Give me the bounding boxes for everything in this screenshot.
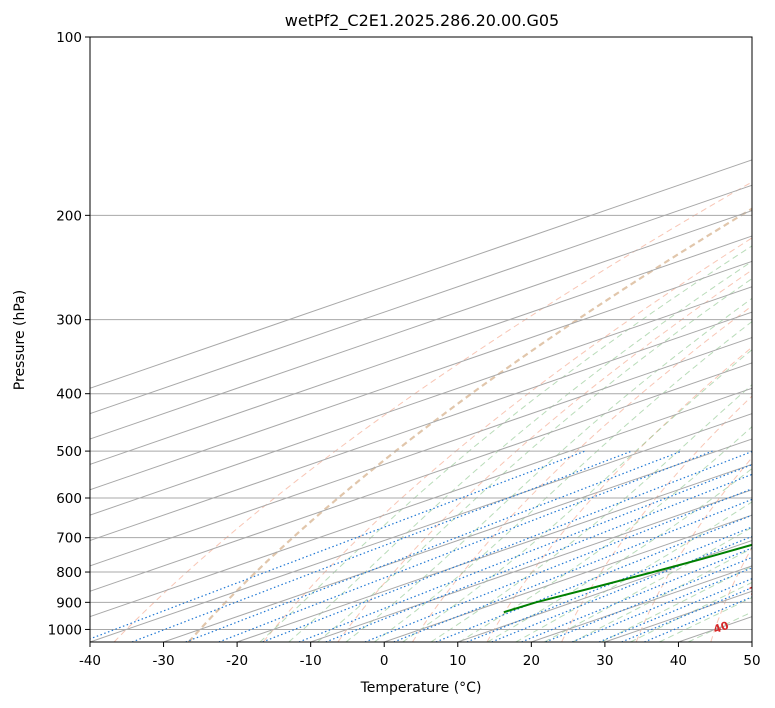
x-tick-label: 0 bbox=[380, 653, 389, 669]
mixing-ratio-line bbox=[393, 498, 752, 642]
isotherm-line bbox=[457, 539, 752, 642]
isotherm-line bbox=[531, 565, 752, 642]
isotherm-line bbox=[90, 413, 752, 642]
moist-adiabat-line bbox=[288, 260, 752, 642]
mixing-ratio-lines bbox=[90, 450, 752, 642]
x-tick-label: 30 bbox=[596, 653, 613, 669]
dry-adiabat-line bbox=[262, 237, 752, 642]
isotherm-line bbox=[751, 641, 752, 642]
isotherm-line bbox=[604, 590, 752, 642]
dry-adiabat-line bbox=[486, 346, 752, 642]
moist-adiabat-line bbox=[601, 565, 752, 642]
isotherm-line bbox=[90, 235, 752, 465]
moist-adiabat-line bbox=[317, 278, 752, 642]
sounding-profiles bbox=[503, 37, 775, 614]
moist-adiabat-line bbox=[658, 597, 752, 642]
mixing-ratio-line bbox=[521, 547, 752, 642]
moist-adiabat-line bbox=[402, 349, 752, 642]
isotherm-line bbox=[90, 387, 752, 618]
mixing-ratio-line bbox=[644, 596, 752, 642]
moist-adiabat-line bbox=[687, 611, 752, 642]
moist-adiabats bbox=[259, 245, 752, 642]
moist-adiabat-line bbox=[630, 581, 752, 642]
mixing-ratio-line bbox=[298, 463, 752, 642]
isotherm-line bbox=[90, 184, 752, 415]
isotherm-line bbox=[384, 514, 752, 642]
y-tick-label: 700 bbox=[56, 531, 82, 547]
x-tick-label: -40 bbox=[79, 653, 101, 669]
dry-adiabat-line bbox=[635, 456, 752, 642]
isotherm-line bbox=[90, 311, 752, 542]
isotherm-label: 30 bbox=[748, 581, 767, 598]
mixing-ratio-line bbox=[185, 450, 682, 642]
x-tick-label: -30 bbox=[153, 653, 175, 669]
dry-adiabat-line bbox=[337, 269, 752, 642]
x-tick-label: -20 bbox=[226, 653, 248, 669]
mixing-ratio-line bbox=[466, 526, 752, 642]
y-axis-ticks: 100 200 300 400 500 600 700 800 900 1000 bbox=[48, 30, 90, 638]
isotherm-line bbox=[90, 210, 752, 440]
dry-adiabat-line bbox=[561, 395, 752, 642]
mixing-ratio-line bbox=[491, 535, 752, 642]
dry-adiabat-line bbox=[411, 305, 752, 642]
isotherm-grid bbox=[90, 159, 752, 642]
y-tick-label: 1000 bbox=[48, 622, 82, 638]
isotherm-line bbox=[90, 362, 752, 592]
isotherm-line bbox=[163, 438, 752, 642]
isotherm-line bbox=[90, 159, 752, 389]
isotherm-line bbox=[90, 286, 752, 516]
mixing-ratio-line bbox=[325, 473, 752, 642]
mixing-ratio-line bbox=[435, 514, 752, 642]
isotherm-line bbox=[90, 260, 752, 491]
plot-frame bbox=[89, 36, 753, 643]
isotherm-line bbox=[310, 489, 752, 642]
mixing-ratio-labels: 0.10.20.40.611.52346810131620253036 bbox=[759, 434, 775, 454]
x-tick-label: 40 bbox=[670, 653, 687, 669]
mixing-ratio-line bbox=[218, 450, 713, 642]
y-tick-label: 900 bbox=[56, 595, 82, 611]
y-tick-label: 400 bbox=[56, 387, 82, 403]
mixing-ratio-line bbox=[90, 450, 586, 640]
moist-adiabat-line bbox=[259, 245, 752, 642]
isotherm-line bbox=[236, 463, 752, 642]
x-axis-label: Temperature (°C) bbox=[360, 680, 482, 696]
dry-adiabat-line bbox=[113, 181, 752, 642]
dry-adiabat-line bbox=[187, 207, 752, 642]
x-tick-label: -10 bbox=[300, 653, 322, 669]
moist-adiabat-line bbox=[487, 467, 752, 642]
moist-adiabat-line bbox=[544, 526, 752, 642]
x-tick-label: 20 bbox=[523, 653, 540, 669]
y-tick-label: 200 bbox=[56, 208, 82, 224]
y-tick-label: 100 bbox=[56, 30, 82, 46]
mixing-ratio-line bbox=[131, 450, 633, 642]
dewpoint-profile bbox=[503, 543, 752, 614]
x-tick-label: 50 bbox=[743, 653, 760, 669]
isotherm-line bbox=[90, 336, 752, 567]
temperature-profile bbox=[755, 37, 775, 612]
y-tick-label: 800 bbox=[56, 565, 82, 581]
y-tick-label: 600 bbox=[56, 491, 82, 507]
x-axis-ticks: -40 -30 -20 -10 0 10 20 30 40 50 bbox=[79, 642, 761, 669]
isotherm-label: 40 bbox=[712, 619, 731, 636]
x-tick-label: 10 bbox=[449, 653, 466, 669]
y-tick-label: 500 bbox=[56, 444, 82, 460]
y-axis-label: Pressure (hPa) bbox=[12, 290, 28, 390]
dry-adiabats bbox=[113, 181, 752, 642]
y-tick-label: 300 bbox=[56, 313, 82, 329]
mixing-ratio-label: 0.1 bbox=[759, 434, 775, 454]
moist-adiabat-line bbox=[515, 501, 752, 642]
plot-area: -100-90-80-70-60-50-40-30-20-10010203040… bbox=[90, 37, 775, 642]
chart-title: wetPf2_C2E1.2025.286.20.00.G05 bbox=[285, 11, 559, 31]
